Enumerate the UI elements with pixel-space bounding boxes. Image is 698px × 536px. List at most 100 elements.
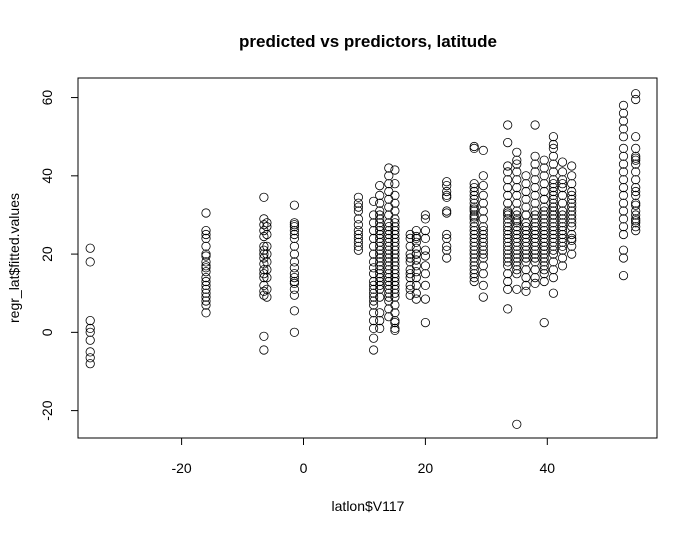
data-point xyxy=(259,231,269,242)
data-point xyxy=(375,214,385,224)
data-point xyxy=(512,155,522,165)
data-point xyxy=(557,233,568,243)
data-point xyxy=(390,276,400,287)
data-point xyxy=(368,300,379,310)
data-point xyxy=(631,159,641,169)
data-point xyxy=(375,241,385,251)
data-point xyxy=(521,241,531,251)
data-point xyxy=(411,267,421,277)
data-point xyxy=(548,210,559,220)
data-point xyxy=(289,263,299,273)
data-point xyxy=(289,218,299,228)
data-point xyxy=(567,210,577,220)
data-point xyxy=(557,245,568,255)
data-point xyxy=(503,167,513,177)
data-point xyxy=(420,294,430,304)
data-point xyxy=(353,198,363,208)
data-point xyxy=(530,120,540,130)
data-point xyxy=(375,245,385,255)
data-point xyxy=(201,296,211,306)
data-point xyxy=(201,267,211,277)
data-point xyxy=(503,198,513,208)
data-point xyxy=(478,245,488,255)
data-point xyxy=(478,226,488,236)
data-point xyxy=(521,186,531,197)
data-point xyxy=(503,245,513,255)
data-point xyxy=(512,175,522,185)
data-point xyxy=(521,210,531,220)
data-point xyxy=(469,269,479,279)
data-point xyxy=(530,226,540,236)
data-point xyxy=(478,261,488,271)
data-point xyxy=(85,347,95,357)
data-point xyxy=(259,265,269,275)
data-point xyxy=(375,292,385,302)
data-point xyxy=(512,222,522,232)
data-point xyxy=(503,222,513,232)
data-point xyxy=(375,261,385,271)
data-point xyxy=(530,241,540,251)
data-point xyxy=(631,132,641,142)
data-point xyxy=(469,210,479,220)
data-point xyxy=(442,208,452,218)
data-point xyxy=(521,202,531,212)
data-point xyxy=(375,284,385,294)
data-point xyxy=(618,198,629,208)
data-point xyxy=(512,253,522,263)
data-point xyxy=(557,253,568,263)
data-point xyxy=(512,190,522,200)
data-point xyxy=(521,171,531,181)
data-point xyxy=(85,353,95,363)
data-point xyxy=(375,198,385,208)
data-point xyxy=(405,272,415,283)
data-point xyxy=(411,261,421,271)
data-point xyxy=(411,233,421,243)
data-point xyxy=(368,333,379,343)
data-point xyxy=(353,206,363,216)
data-point xyxy=(521,265,531,275)
data-point xyxy=(478,214,488,224)
data-point xyxy=(521,194,531,204)
data-point xyxy=(631,222,641,232)
data-point xyxy=(478,292,488,302)
data-point xyxy=(530,190,540,200)
data-point xyxy=(512,206,522,216)
data-point xyxy=(411,272,421,283)
data-point xyxy=(442,245,452,255)
data-point xyxy=(503,208,513,218)
data-point xyxy=(512,257,522,267)
data-point xyxy=(539,241,549,251)
data-point xyxy=(469,214,479,224)
data-point xyxy=(512,237,522,247)
data-point xyxy=(375,269,385,279)
data-point xyxy=(375,222,385,232)
data-point xyxy=(539,269,549,279)
data-point xyxy=(411,288,421,298)
data-point xyxy=(539,249,549,259)
data-point xyxy=(384,163,394,173)
data-point xyxy=(478,280,488,290)
data-point xyxy=(289,278,299,288)
data-point xyxy=(442,186,452,197)
data-point xyxy=(503,241,513,251)
data-point xyxy=(557,237,568,247)
data-point xyxy=(548,288,559,298)
data-point xyxy=(539,210,549,220)
data-point xyxy=(530,237,540,247)
data-point xyxy=(420,210,430,220)
data-point xyxy=(390,222,400,232)
data-point xyxy=(567,229,577,240)
data-point xyxy=(442,229,452,240)
data-point xyxy=(548,179,559,189)
data-point xyxy=(631,151,641,161)
data-point xyxy=(539,253,549,263)
data-point xyxy=(618,222,629,232)
data-point xyxy=(289,200,299,210)
data-point xyxy=(478,269,488,279)
data-point xyxy=(469,202,479,212)
data-point xyxy=(442,253,452,263)
data-point xyxy=(631,206,641,216)
data-point xyxy=(375,226,385,236)
data-point xyxy=(512,183,522,193)
